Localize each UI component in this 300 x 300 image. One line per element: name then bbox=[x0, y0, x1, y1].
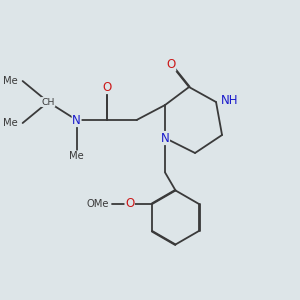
Text: OMe: OMe bbox=[86, 199, 109, 209]
Text: Me: Me bbox=[3, 76, 18, 86]
Text: Me: Me bbox=[69, 151, 84, 161]
Text: Me: Me bbox=[3, 118, 18, 128]
Text: NH: NH bbox=[220, 94, 238, 107]
Text: N: N bbox=[72, 113, 81, 127]
Text: O: O bbox=[125, 197, 134, 211]
Text: CH: CH bbox=[41, 98, 55, 106]
Text: O: O bbox=[167, 58, 176, 71]
Text: N: N bbox=[161, 131, 170, 145]
Text: O: O bbox=[102, 80, 111, 94]
